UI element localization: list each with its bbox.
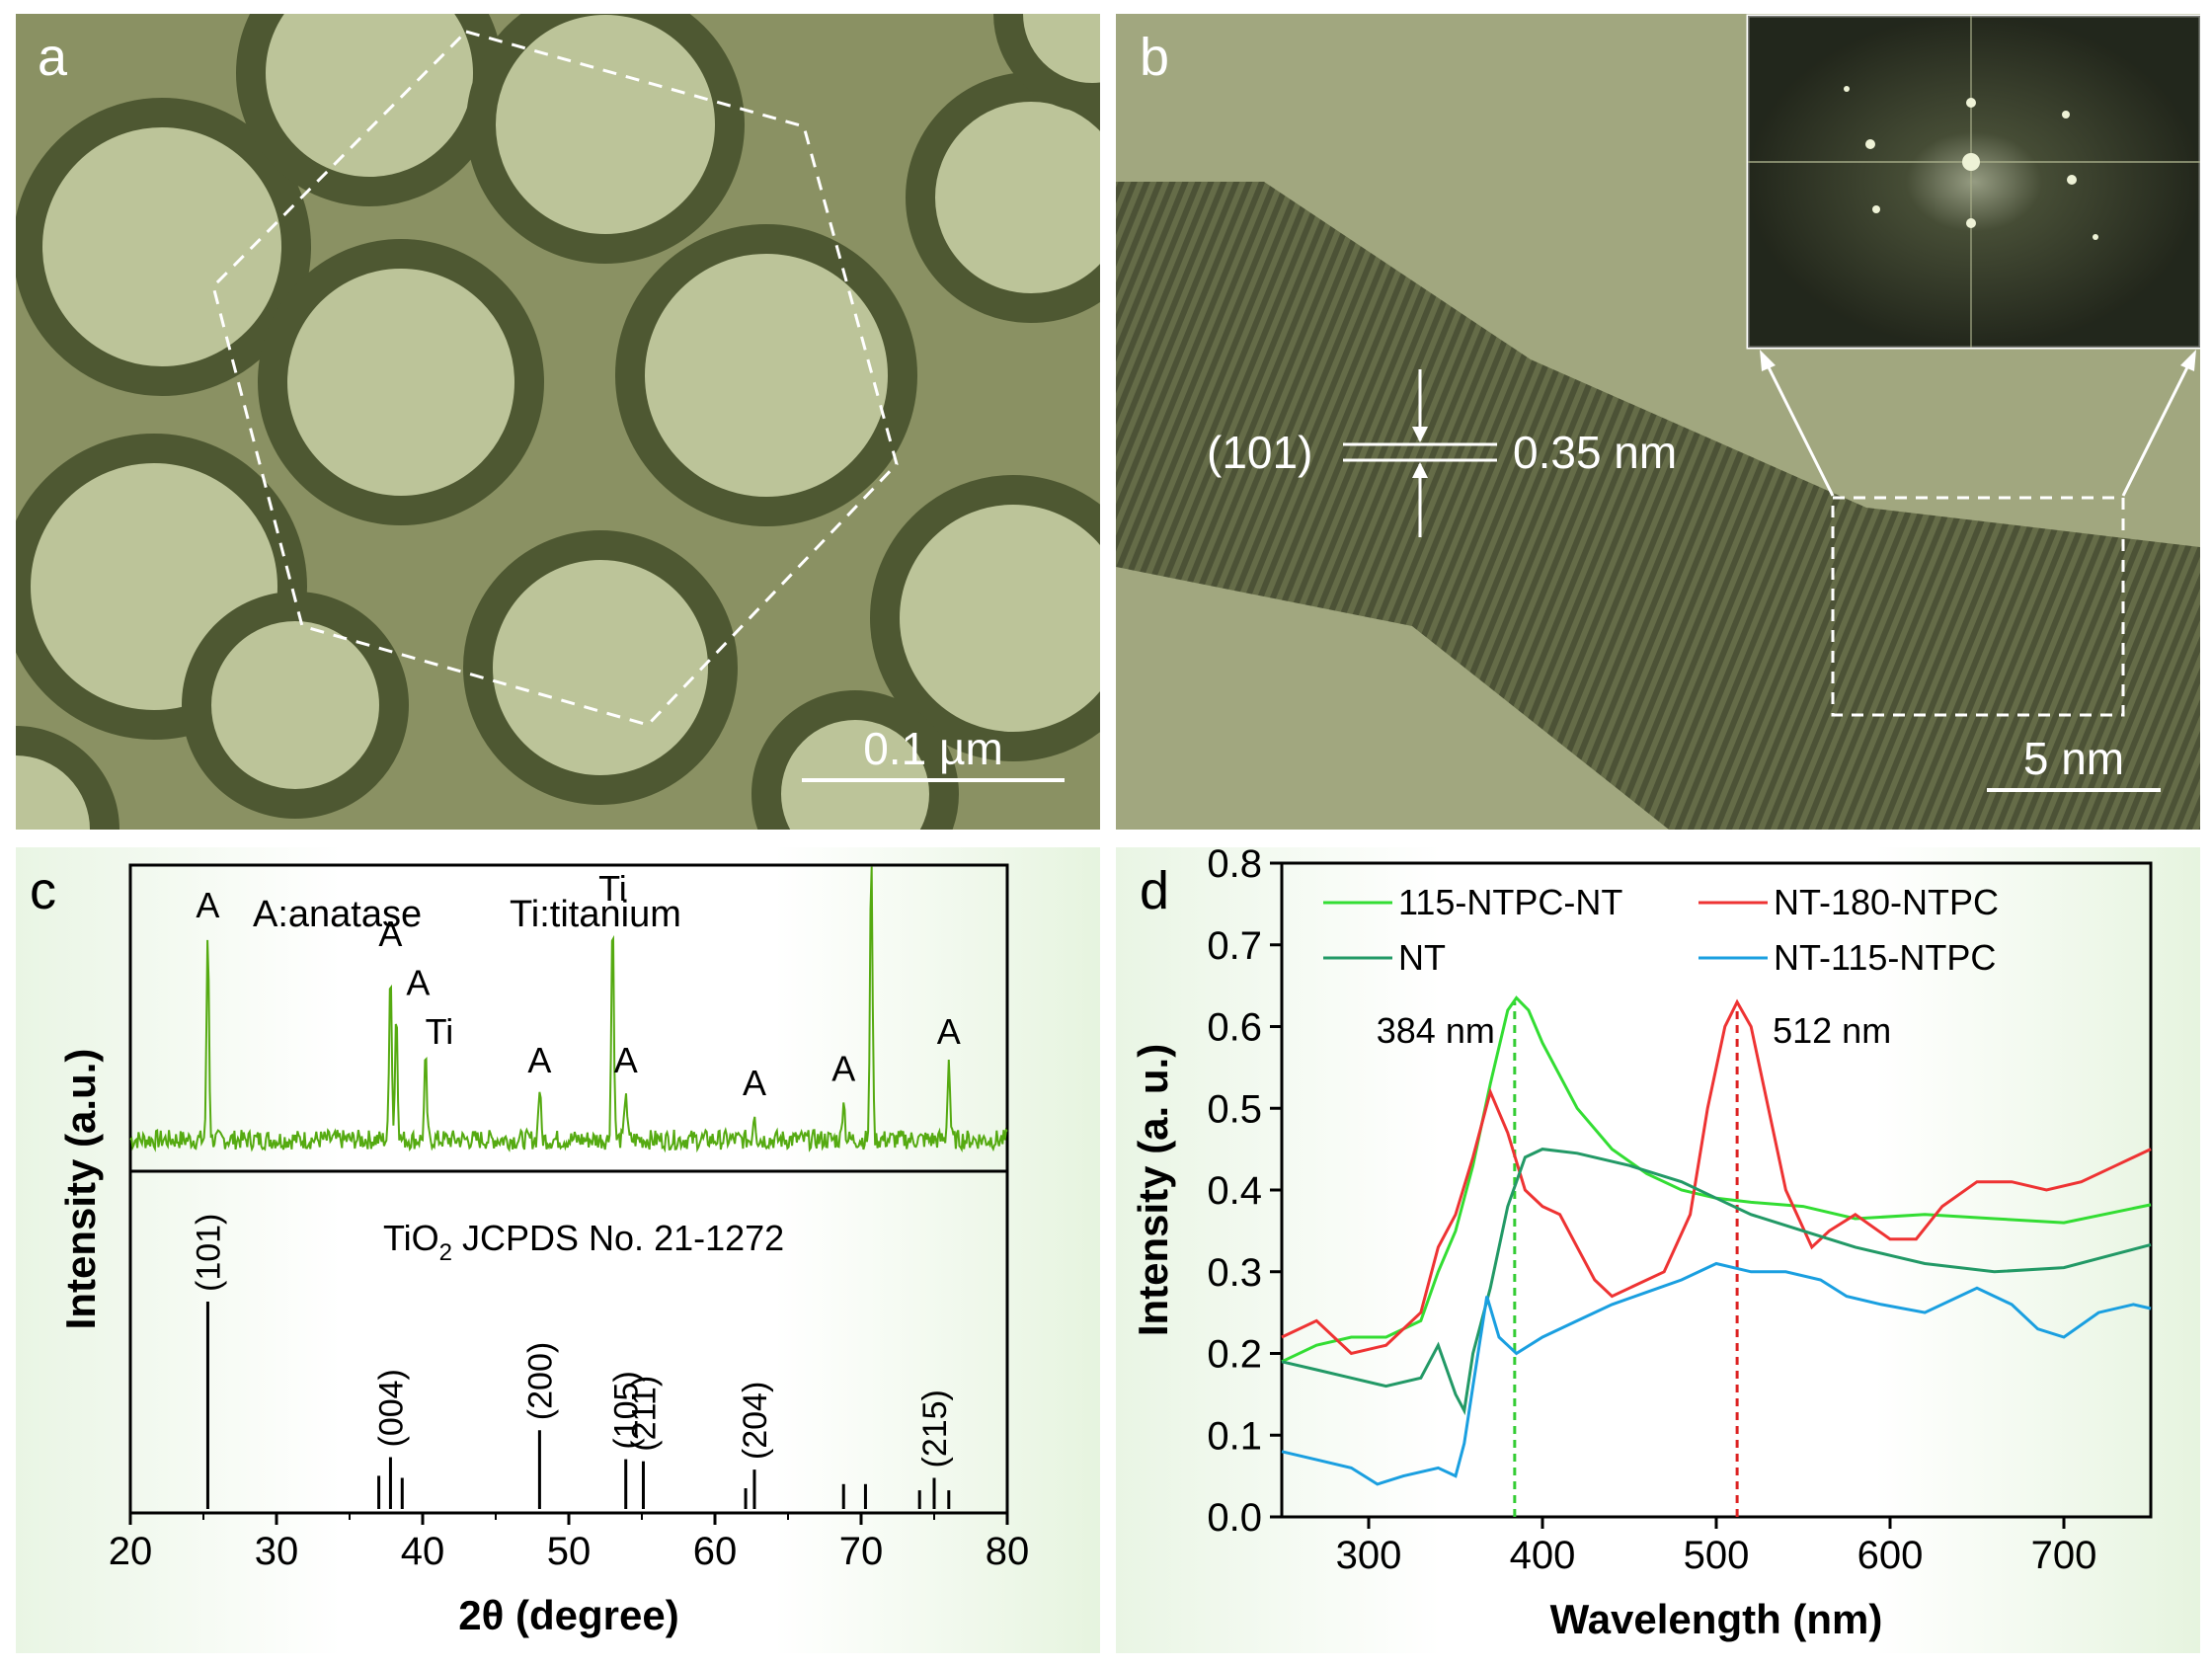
peak-label: A [831, 1049, 855, 1089]
legend-label: NT-115-NTPC [1774, 937, 1996, 978]
xrd-sample-curve [129, 866, 1008, 1153]
x-tick-label: 700 [2031, 1534, 2097, 1577]
hrtem-micrograph: (101) 0.35 nm 5 nm b [1116, 14, 2200, 830]
panel-letter: c [30, 861, 56, 920]
peak-annotation: 384 nm [1377, 1010, 1495, 1051]
hkl-label: (200) [521, 1342, 559, 1420]
y-tick-label: 0.7 [1207, 924, 1262, 968]
x-tick-label: 20 [109, 1530, 153, 1573]
y-tick-label: 0.5 [1207, 1087, 1262, 1131]
series-line [1281, 998, 2152, 1356]
x-tick-label: 80 [986, 1530, 1030, 1573]
hkl-label: (215) [916, 1389, 954, 1468]
plot-frame [128, 863, 1009, 1515]
legend-label: NT-180-NTPC [1774, 882, 1999, 922]
x-tick-label: 300 [1336, 1534, 1402, 1577]
panel-c-xrd-chart: c AAATiATiAAATiA (101)(004)(200)(105)(21… [16, 847, 1100, 1653]
y-tick-label: 0.4 [1207, 1169, 1262, 1213]
y-tick-label: 0.8 [1207, 847, 1262, 886]
x-tick-label: 60 [693, 1530, 738, 1573]
series-line [1281, 1148, 2152, 1416]
scale-bar-label: 0.1 µm [863, 723, 1003, 774]
peak-label: A [406, 963, 430, 1003]
y-axis-label: Intensity (a.u.) [57, 1049, 104, 1330]
y-tick-label: 0.6 [1207, 1006, 1262, 1050]
hkl-label: (101) [190, 1214, 227, 1292]
legend-label: NT [1398, 937, 1446, 978]
crystal-lattice-region [1116, 182, 2200, 830]
selected-region-box [1831, 496, 2125, 717]
peak-label: A [937, 1011, 961, 1052]
hkl-label: (105) [608, 1371, 646, 1449]
y-tick-label: 0.2 [1207, 1333, 1262, 1377]
x-tick-label: 70 [839, 1530, 884, 1573]
legend-key-anatase: A:anatase [253, 894, 422, 935]
peak-label: A [527, 1040, 551, 1080]
legend-key-titanium: Ti:titanium [510, 894, 681, 935]
x-tick-label: 40 [401, 1530, 445, 1573]
peak-label: A [196, 885, 219, 925]
x-tick-label: 30 [255, 1530, 299, 1573]
series-line [1281, 995, 2152, 1364]
inset-pointer-left [1764, 360, 1835, 497]
x-tick-label: 500 [1684, 1534, 1750, 1577]
peak-label: A [378, 913, 402, 954]
x-tick-label: 600 [1857, 1534, 1924, 1577]
panel-letter: a [38, 28, 68, 87]
spacing-label: 0.35 nm [1513, 427, 1677, 478]
hkl-label: (004) [372, 1369, 410, 1447]
panel-letter: b [1140, 28, 1169, 87]
panel-letter: d [1140, 861, 1169, 920]
peak-label: Ti [598, 868, 627, 909]
xrd-chart-svg: c AAATiATiAAATiA (101)(004)(200)(105)(21… [30, 861, 1030, 1638]
inset-pointer-right [2121, 360, 2192, 497]
reference-label: TiO2 JCPDS No. 21-1272 [383, 1218, 784, 1266]
y-tick-label: 0.3 [1207, 1251, 1262, 1295]
peak-label: A [614, 1040, 638, 1080]
x-axis-label: Wavelength (nm) [1550, 1596, 1883, 1642]
y-axis-label: Intensity (a. u.) [1130, 1044, 1176, 1336]
y-tick-label: 0.1 [1207, 1414, 1262, 1458]
scale-bar-label: 5 nm [2023, 733, 2124, 784]
x-tick-label: 400 [1510, 1534, 1576, 1577]
y-tick-label: 0.0 [1207, 1496, 1262, 1540]
spectra-chart-svg: d 300 400 500 600 700 0.0 0.1 0.2 0.3 0.4 0.5 0.6 0.… [1130, 847, 2153, 1642]
peak-label: A [743, 1063, 766, 1103]
legend-label: 115-NTPC-NT [1398, 882, 1622, 922]
x-axis-label: 2θ (degree) [458, 1592, 678, 1638]
x-tick-label: 50 [547, 1530, 592, 1573]
plane-label: (101) [1207, 427, 1312, 478]
series-line [1281, 1261, 2152, 1486]
panel-d-spectra-chart: d 300 400 500 600 700 0.0 0.1 0.2 0.3 0.4 0.5 0.6 0.… [1116, 847, 2200, 1653]
tem-micrograph: 0.1 µm a [16, 14, 1100, 830]
hkl-label: (204) [737, 1382, 774, 1460]
peak-label: Ti [426, 1011, 454, 1052]
hkl-label: (211) [625, 1376, 663, 1452]
panel-a-tem-image: 0.1 µm a [16, 14, 1100, 830]
panel-b-hrtem-image: (101) 0.35 nm 5 nm b [1116, 14, 2200, 830]
peak-annotation: 512 nm [1773, 1010, 1891, 1051]
